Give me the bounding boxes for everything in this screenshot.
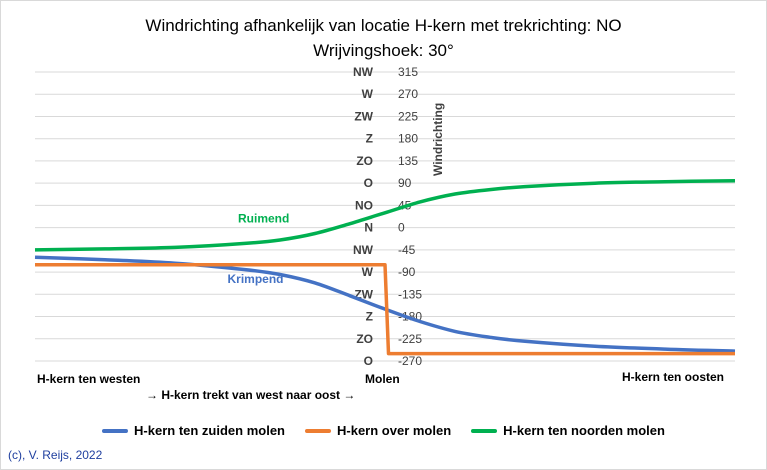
grid-lines bbox=[35, 71, 735, 362]
x-label-left: H-kern ten westen bbox=[37, 372, 141, 386]
y-tick-direction: O bbox=[364, 354, 373, 368]
y-tick-degrees: -270 bbox=[398, 354, 422, 368]
x-label-center: Molen bbox=[365, 372, 400, 386]
y-tick-degrees: 270 bbox=[398, 87, 418, 101]
y-tick-direction: W bbox=[362, 265, 374, 279]
y-tick-direction: ZW bbox=[354, 109, 373, 123]
y-tick-degrees: 315 bbox=[398, 65, 418, 79]
y-tick-degrees: -45 bbox=[398, 243, 416, 257]
chart-title: Windrichting afhankelijk van locatie H-k… bbox=[145, 16, 622, 35]
y-tick-direction: Z bbox=[366, 132, 373, 146]
y-tick-degrees: -225 bbox=[398, 332, 422, 346]
series-lines bbox=[34, 178, 736, 356]
y-tick-direction: NW bbox=[353, 243, 374, 257]
legend-label-over: H-kern over molen bbox=[337, 423, 452, 438]
annotation-ruimend: Ruimend bbox=[238, 212, 289, 226]
y-tick-direction: N bbox=[364, 221, 373, 235]
y-tick-degrees: 135 bbox=[398, 154, 418, 168]
legend-swatch-north bbox=[471, 428, 498, 433]
legend-item-north: H-kern ten noorden molen bbox=[471, 423, 665, 438]
y-tick-degrees: 225 bbox=[398, 109, 418, 123]
legend-label-north: H-kern ten noorden molen bbox=[503, 423, 665, 438]
y-tick-direction: ZO bbox=[356, 332, 373, 346]
y-tick-direction: NO bbox=[355, 198, 373, 212]
y-tick-direction: O bbox=[364, 176, 373, 190]
y-axis-title: Windrichting bbox=[431, 103, 445, 176]
y-tick-direction: W bbox=[362, 87, 374, 101]
y-tick-degrees: -135 bbox=[398, 287, 422, 301]
y-tick-degrees: 0 bbox=[398, 221, 405, 235]
series-line-3 bbox=[34, 178, 736, 252]
x-label-arrow: → H-kern trekt van west naar oost → bbox=[146, 388, 356, 402]
y-tick-direction: ZO bbox=[356, 154, 373, 168]
y-tick-degrees: -90 bbox=[398, 265, 416, 279]
y-tick-degrees: 180 bbox=[398, 132, 418, 146]
annotation-krimpend: Krimpend bbox=[228, 272, 284, 286]
legend-swatch-over bbox=[305, 428, 331, 433]
y-tick-direction: NW bbox=[353, 65, 374, 79]
series-annotations: Krimpend Ruimend bbox=[228, 212, 290, 286]
x-label-right: H-kern ten oosten bbox=[622, 370, 725, 384]
y-tick-degrees: 90 bbox=[398, 176, 412, 190]
legend-label-south: H-kern ten zuiden molen bbox=[134, 423, 285, 438]
legend-item-south: H-kern ten zuiden molen bbox=[102, 423, 285, 438]
series-line-2 bbox=[35, 262, 735, 356]
legend: H-kern ten zuiden molen H-kern over mole… bbox=[0, 423, 767, 438]
legend-swatch-south bbox=[102, 428, 129, 433]
chart-subtitle: Wrijvingshoek: 30° bbox=[313, 41, 454, 60]
legend-item-over: H-kern over molen bbox=[305, 423, 451, 438]
y-tick-direction: Z bbox=[366, 310, 373, 324]
copyright: (c), V. Reijs, 2022 bbox=[8, 448, 103, 462]
